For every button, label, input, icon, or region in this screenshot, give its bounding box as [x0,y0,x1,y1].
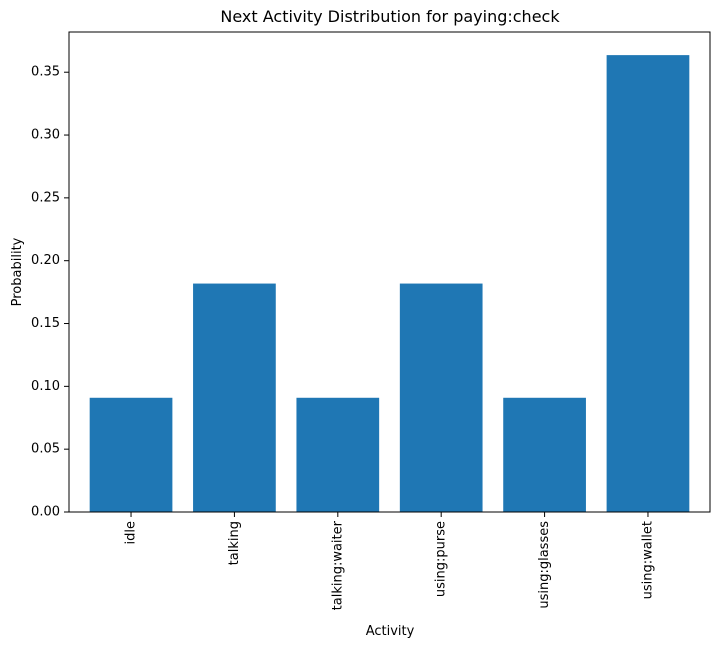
y-tick-label: 0.20 [31,253,60,268]
y-tick-label: 0.00 [31,505,60,520]
y-axis-ticks: 0.00 0.05 0.10 0.15 0.20 0.25 0.30 0.35 [31,65,69,520]
bar-idle [89,397,173,512]
y-tick-label: 0.25 [31,190,60,205]
x-tick-label: using:purse [434,521,449,597]
y-tick-label: 0.10 [31,379,60,394]
y-tick-label: 0.30 [31,128,60,143]
bars-layer [89,55,690,513]
x-tick-label: using:glasses [537,521,552,609]
bar-using-purse [399,283,483,512]
bar-talking [193,283,276,512]
plot-frame [68,31,711,513]
x-tick-label: talking:waiter [330,520,345,610]
y-tick-label: 0.05 [31,442,60,457]
chart-title: Next Activity Distribution for paying:ch… [220,7,560,26]
x-axis-title: Activity [366,624,415,639]
y-axis-title: Probability [10,237,25,306]
y-tick-label: 0.15 [31,316,60,331]
x-axis-ticks: idle talking talking:waiter using:purse usin… [124,512,655,610]
bar-using-wallet [606,55,690,513]
x-tick-label: talking [227,521,242,565]
bar-talking-waiter [296,397,380,512]
x-tick-label: using:wallet [640,521,655,599]
bar-using-glasses [503,397,586,512]
y-tick-label: 0.35 [31,65,60,80]
x-tick-label: idle [124,521,139,544]
